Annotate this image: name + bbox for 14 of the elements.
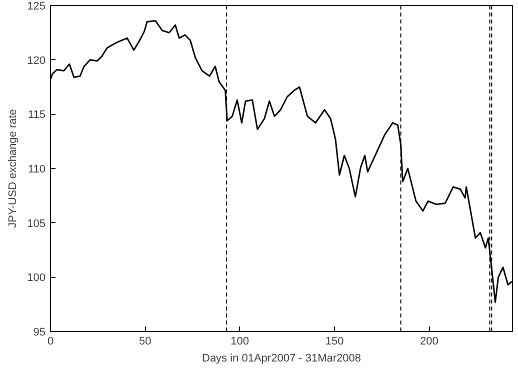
y-axis-title: JPY-USD exchange rate: [7, 109, 20, 228]
y-tick-label: 100: [27, 272, 46, 284]
x-tick-label: 50: [139, 336, 152, 348]
y-tick-label: 95: [33, 326, 46, 338]
y-tick-label: 120: [27, 54, 46, 67]
y-tick-label: 110: [28, 164, 46, 176]
x-tick-label: 100: [230, 336, 250, 348]
y-tick-label: 105: [27, 218, 46, 230]
x-tick-label: 200: [420, 336, 438, 348]
x-axis-title: Days in 01Apr2007 - 31Mar2008: [202, 352, 361, 364]
x-tick-label: 0: [47, 336, 54, 348]
y-tick-label: 125: [27, 0, 46, 12]
x-tick-label: 150: [325, 336, 344, 348]
y-tick-label: 115: [28, 109, 46, 122]
